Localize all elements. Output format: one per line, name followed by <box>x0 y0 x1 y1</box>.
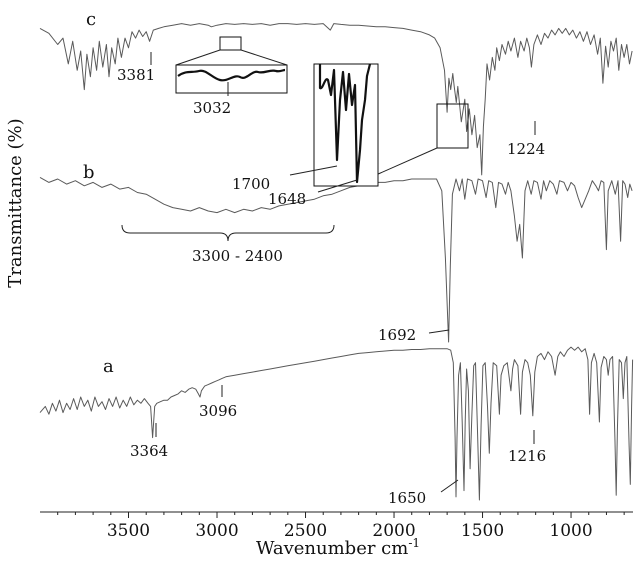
trace-a <box>39 346 634 501</box>
annot-1650-leader <box>440 479 459 493</box>
trace-label-b: b <box>83 162 95 183</box>
x-tick-label-3500: 3500 <box>107 521 150 541</box>
annot-1692-leader <box>428 329 450 334</box>
trace-label-c: c <box>86 9 96 30</box>
inset-connector-right <box>240 49 288 66</box>
annot-1692: 1692 <box>378 326 416 344</box>
trace-b <box>39 176 633 343</box>
x-axis-ticks: 3500 3000 2500 2000 1500 1000 <box>57 512 625 541</box>
annot-3364: 3364 <box>130 442 168 460</box>
x-tick-label-1500: 1500 <box>461 521 504 541</box>
annot-3032: 3032 <box>193 99 231 117</box>
annot-3381: 3381 <box>117 66 155 84</box>
x-tick-label-2000: 2000 <box>372 521 415 541</box>
x-tick-label-2500: 2500 <box>284 521 327 541</box>
annot-1216: 1216 <box>508 447 546 465</box>
inset-1700-trace <box>318 63 372 184</box>
trace-c <box>39 23 633 176</box>
inset-connector-left <box>175 49 221 66</box>
annot-1224: 1224 <box>507 140 545 158</box>
annot-1700: 1700 <box>232 175 270 193</box>
inset-small-box-2 <box>436 103 469 149</box>
annot-1700-leader <box>289 165 338 176</box>
annot-1650: 1650 <box>388 489 426 507</box>
annot-1648-leader <box>317 179 358 193</box>
annot-3300-2400-brace <box>121 224 335 242</box>
y-axis-title: Transmittance (%) <box>5 118 26 287</box>
annot-1648: 1648 <box>268 190 306 208</box>
x-tick-label-3000: 3000 <box>195 521 238 541</box>
inset-3032-trace <box>177 68 286 82</box>
annot-3096: 3096 <box>199 402 237 420</box>
annot-3300-2400: 3300 - 2400 <box>192 247 283 265</box>
trace-label-a: a <box>103 356 114 377</box>
x-axis-title: Wavenumber cm-1 <box>256 536 420 559</box>
inset-small-box <box>219 36 242 51</box>
x-tick-label-1000: 1000 <box>549 521 592 541</box>
